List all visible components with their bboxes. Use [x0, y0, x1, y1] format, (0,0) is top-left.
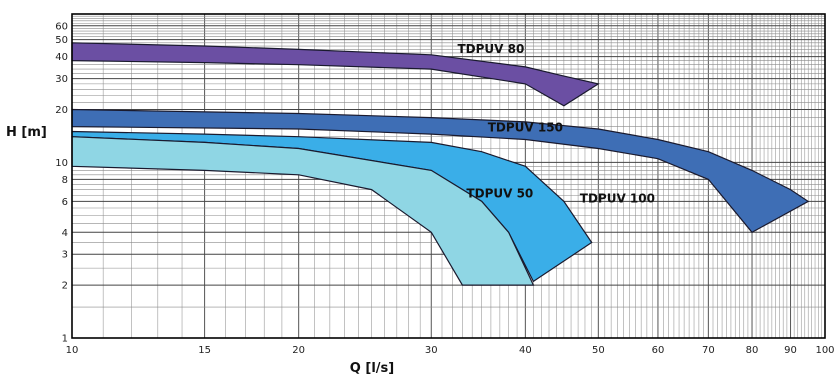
zone-label-tdpuv-100: TDPUV 100: [580, 192, 655, 206]
zone-label-tdpuv-80: TDPUV 80: [457, 42, 524, 56]
y-tick-label: 1: [62, 334, 68, 345]
x-tick-label: 80: [746, 345, 759, 356]
y-axis-label: H [m]: [6, 125, 47, 140]
x-tick-label: 50: [592, 345, 605, 356]
y-tick-label: 8: [62, 175, 68, 186]
x-tick-labels: 10 15 20 30 40 50 60 70 80 90 100: [66, 345, 835, 356]
x-tick-label: 100: [815, 345, 834, 356]
y-tick-label: 40: [55, 52, 68, 63]
y-tick-label: 3: [62, 250, 68, 261]
zone-tdpuv-150: [71, 108, 810, 234]
y-tick-label: 30: [55, 74, 68, 85]
plot-frame: [71, 13, 826, 339]
y-tick-labels: 1 2 3 4 6 8 10 20 30 40 50 60: [55, 21, 68, 344]
x-tick-label: 15: [198, 345, 211, 356]
zone-labels: TDPUV 80 TDPUV 150 TDPUV 100 TDPUV 50: [457, 42, 655, 206]
x-tick-label: 90: [784, 345, 797, 356]
y-tick-label: 60: [55, 21, 68, 32]
pump-zones: [71, 42, 810, 286]
zone-label-tdpuv-150: TDPUV 150: [488, 120, 563, 134]
zone-label-tdpuv-50: TDPUV 50: [466, 187, 533, 201]
y-tick-label: 4: [62, 228, 68, 239]
zone-tdpuv-50: [71, 136, 535, 286]
y-tick-label: 50: [55, 35, 68, 46]
y-tick-label: 2: [62, 281, 68, 292]
x-tick-label: 10: [66, 345, 79, 356]
x-tick-label: 70: [702, 345, 715, 356]
x-tick-label: 30: [425, 345, 438, 356]
x-axis-label: Q [l/s]: [350, 361, 394, 376]
y-tick-label: 10: [55, 158, 68, 169]
x-tick-label: 40: [519, 345, 532, 356]
x-tick-label: 60: [652, 345, 665, 356]
zone-tdpuv-80: [71, 42, 600, 107]
y-tick-label: 20: [55, 105, 68, 116]
y-tick-label: 6: [62, 197, 68, 208]
x-tick-label: 20: [292, 345, 305, 356]
